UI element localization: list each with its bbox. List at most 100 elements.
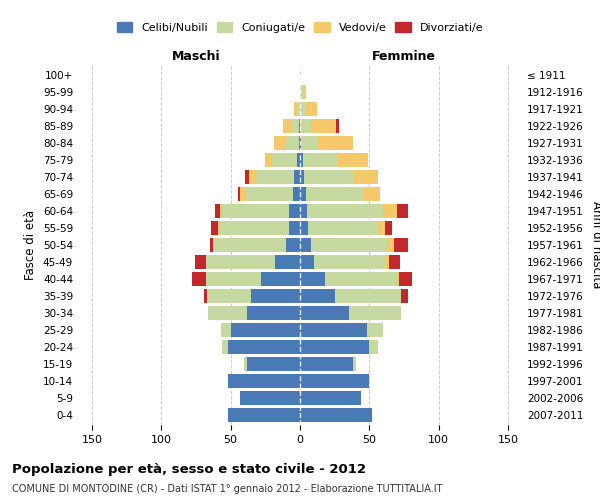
Bar (283, 120, 292, 133)
Bar (265, 154, 272, 167)
Bar (349, 306, 401, 320)
Bar (251, 289, 300, 302)
Bar (218, 221, 220, 235)
Bar (222, 340, 228, 353)
Bar (388, 238, 394, 252)
Bar (303, 154, 337, 167)
Bar (307, 204, 383, 218)
Bar (207, 289, 251, 302)
Bar (386, 255, 389, 269)
Text: Femmine: Femmine (372, 50, 436, 64)
Bar (228, 374, 300, 388)
Bar (300, 374, 370, 388)
Bar (211, 221, 218, 235)
Bar (378, 221, 385, 235)
Bar (274, 136, 285, 150)
Bar (300, 289, 335, 302)
Bar (300, 306, 349, 320)
Bar (245, 357, 247, 370)
Bar (300, 170, 304, 184)
Bar (238, 188, 241, 201)
Bar (208, 306, 247, 320)
Bar (389, 255, 400, 269)
Bar (297, 154, 300, 167)
Bar (245, 170, 248, 184)
Bar (206, 272, 261, 286)
Bar (245, 188, 293, 201)
Bar (247, 357, 300, 370)
Bar (272, 154, 297, 167)
Bar (192, 272, 206, 286)
Bar (394, 238, 408, 252)
Bar (261, 272, 300, 286)
Bar (353, 357, 355, 370)
Text: Maschi: Maschi (172, 50, 220, 64)
Bar (295, 170, 300, 184)
Bar (210, 238, 212, 252)
Bar (228, 408, 300, 422)
Bar (337, 154, 368, 167)
Bar (248, 170, 256, 184)
Bar (292, 120, 299, 133)
Bar (289, 204, 300, 218)
Bar (275, 255, 300, 269)
Bar (385, 221, 392, 235)
Y-axis label: Anni di nascita: Anni di nascita (590, 202, 600, 288)
Bar (325, 272, 397, 286)
Bar (301, 136, 318, 150)
Bar (247, 306, 300, 320)
Bar (220, 204, 222, 218)
Bar (336, 120, 339, 133)
Bar (397, 204, 408, 218)
Bar (305, 102, 317, 116)
Bar (241, 391, 300, 404)
Bar (300, 391, 361, 404)
Bar (308, 221, 378, 235)
Bar (241, 188, 245, 201)
Bar (300, 204, 307, 218)
Bar (397, 272, 398, 286)
Bar (300, 136, 301, 150)
Bar (300, 238, 311, 252)
Bar (194, 255, 206, 269)
Bar (230, 323, 300, 336)
Bar (314, 255, 386, 269)
Text: Popolazione per età, sesso e stato civile - 2012: Popolazione per età, sesso e stato civil… (12, 462, 366, 475)
Bar (212, 238, 214, 252)
Bar (383, 204, 397, 218)
Bar (295, 102, 297, 116)
Bar (300, 272, 325, 286)
Bar (353, 170, 378, 184)
Bar (299, 136, 300, 150)
Bar (286, 238, 300, 252)
Bar (214, 238, 286, 252)
Bar (300, 154, 303, 167)
Bar (256, 170, 295, 184)
Y-axis label: Fasce di età: Fasce di età (25, 210, 37, 280)
Bar (318, 136, 353, 150)
Bar (300, 408, 372, 422)
Bar (311, 238, 388, 252)
Bar (311, 120, 336, 133)
Bar (335, 289, 401, 302)
Bar (300, 340, 370, 353)
Bar (222, 204, 289, 218)
Bar (300, 120, 311, 133)
Bar (300, 357, 353, 370)
Legend: Celibi/Nubili, Coniugati/e, Vedovi/e, Divorziati/e: Celibi/Nubili, Coniugati/e, Vedovi/e, Di… (115, 20, 485, 35)
Bar (303, 86, 305, 99)
Bar (206, 255, 275, 269)
Bar (300, 221, 308, 235)
Bar (220, 221, 289, 235)
Text: COMUNE DI MONTODINE (CR) - Dati ISTAT 1° gennaio 2012 - Elaborazione TUTTITALIA.: COMUNE DI MONTODINE (CR) - Dati ISTAT 1°… (12, 484, 443, 494)
Bar (289, 221, 300, 235)
Bar (300, 86, 303, 99)
Bar (297, 102, 300, 116)
Bar (204, 289, 207, 302)
Bar (300, 102, 305, 116)
Bar (401, 289, 408, 302)
Bar (299, 120, 300, 133)
Bar (300, 188, 305, 201)
Bar (367, 323, 383, 336)
Bar (228, 340, 300, 353)
